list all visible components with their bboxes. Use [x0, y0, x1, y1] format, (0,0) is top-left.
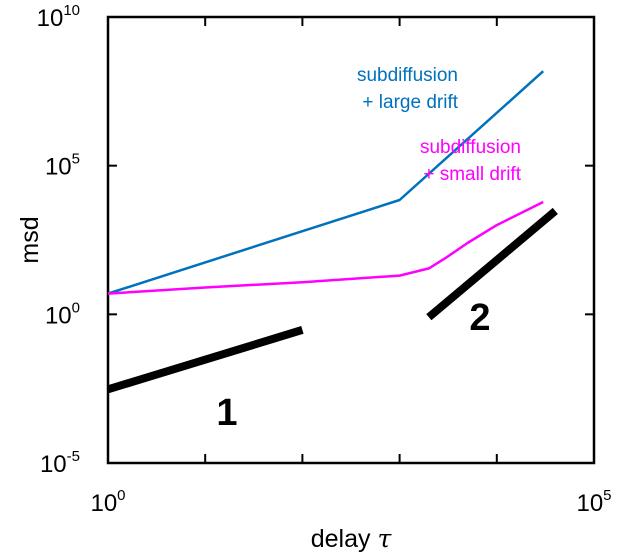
series-annotation-0-line-1: + large drift	[362, 92, 458, 113]
x-axis-label: delay τ	[311, 524, 393, 553]
series-annotation-0-line-0: subdiffusion	[357, 65, 458, 86]
y-tick-label-3: 1010	[37, 2, 80, 32]
y-tick-label-0: 10-5	[40, 448, 80, 478]
series-layer	[107, 70, 545, 295]
x-tick-label-0: 100	[90, 487, 125, 517]
y-axis-label: msd	[16, 216, 44, 263]
series-annotation-1-line-0: subdiffusion	[420, 137, 521, 158]
guide-label-1: 1	[216, 392, 237, 434]
guide-label-2: 2	[469, 297, 490, 339]
y-tick-label-2: 105	[45, 151, 80, 181]
y-tick-label-1: 100	[45, 299, 80, 329]
guide-line-2	[426, 207, 558, 321]
series-line-0	[107, 70, 545, 295]
series-line-1	[107, 200, 544, 295]
axis-ticks	[107, 16, 595, 464]
x-tick-label-1: 105	[576, 487, 611, 517]
guide-lines-layer	[106, 207, 558, 394]
series-annotation-1-line-1: + small drift	[423, 164, 521, 185]
labels-layer: 10-5 100 105 1010 100 105 delay τ msd subdiffusi…	[16, 2, 612, 553]
guide-line-1	[106, 326, 304, 394]
plot-frame	[106, 15, 596, 465]
